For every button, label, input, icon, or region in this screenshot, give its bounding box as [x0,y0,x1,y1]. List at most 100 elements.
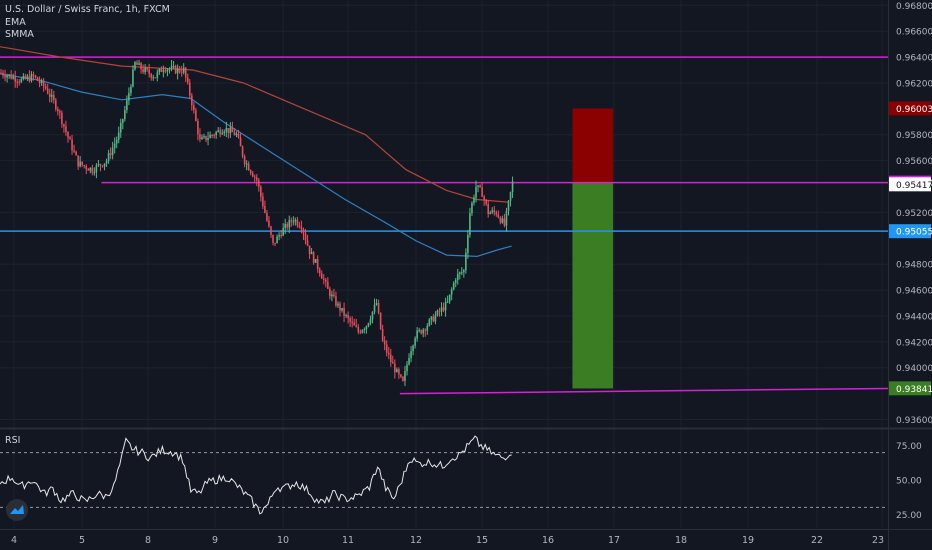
price-tick-label: 0.94000 [896,364,932,374]
candle-body [20,79,23,83]
candle-body [237,133,240,138]
candle-body [456,273,459,280]
price-tick-label: 0.96400 [896,54,932,64]
price-tick-label: 0.93600 [896,416,932,426]
price-label-tag [889,224,931,239]
candle-body [105,161,108,164]
candle-body [280,235,282,237]
candle-body [412,345,414,352]
candle-body [402,376,404,381]
candle-body [507,200,510,211]
position-zones [572,108,614,389]
candle-body [467,234,469,253]
candle-body [325,279,327,282]
candle-body [302,229,305,234]
price-tick-label: 0.95800 [896,131,932,141]
candle-body [320,273,323,279]
rsi-label[interactable]: RSI [5,435,21,446]
candle-body [383,340,386,345]
candle-body [418,330,420,332]
time-tick-label: 11 [342,535,354,546]
candle-body [36,77,39,81]
candle-body [146,67,148,70]
candle-body [260,186,262,197]
candle-body [207,138,209,140]
smma-legend[interactable]: SMMA [5,29,34,40]
time-tick-label: 16 [542,535,554,546]
candle-body [469,213,471,235]
candle-body [495,212,498,215]
candle-body [101,165,104,167]
candle-body [282,228,284,236]
candle-body [71,139,73,151]
candle-body [97,164,100,166]
rsi-panel [0,435,888,515]
candle-body [201,137,203,140]
candle-body [245,163,248,165]
candle-body [50,94,53,97]
candle-body [32,74,35,76]
candle-body [89,167,92,171]
candle-body [461,272,463,274]
candle-body [113,143,116,148]
candle-body [440,307,443,312]
candle-body [341,307,343,311]
candle-body [79,161,81,167]
candle-body [57,109,59,112]
candle-body [182,67,185,73]
candle-body [115,139,118,144]
candle-body [381,329,384,341]
candle-body [288,220,291,228]
candle-body [406,364,408,372]
price-tick-label: 0.96800 [896,2,932,12]
candle-body [61,112,63,125]
candle-body [235,133,238,136]
candle-body [349,318,351,322]
candle-body [438,310,441,312]
candle-body [65,126,67,132]
candle-body [178,68,181,72]
candle-body [327,281,329,289]
candle-body [8,74,10,76]
candle-body [264,206,266,213]
time-tick-label: 10 [277,535,289,546]
tradingview-logo-icon[interactable] [6,499,28,521]
candle-body [487,203,489,215]
candle-body [278,235,280,237]
candle-body [322,278,325,280]
candle-body [473,197,475,203]
candle-body [255,177,258,181]
candle-body [286,223,289,228]
rsi-tick-label: 50.00 [896,477,922,487]
candle-body [292,221,295,223]
candle-body [148,69,150,74]
candle-body [231,127,234,133]
candle-body [59,111,61,113]
candle-body [199,134,201,140]
time-tick-label: 17 [608,535,620,546]
candle-body [188,82,191,96]
candle-body [154,77,157,79]
ema-legend[interactable]: EMA [5,17,26,28]
candle-body [454,279,457,284]
price-axis: 0.96800 0.96600 0.96400 0.96200 0.95800 0.956… [889,2,932,521]
candle-body [373,304,376,312]
candle-body [483,196,485,200]
candle-body [294,219,297,222]
candle-body [144,67,146,73]
time-tick-label: 12 [410,535,422,546]
candle-body [479,185,481,188]
candle-body [394,363,396,373]
support-trendline [399,387,889,395]
candle-body [227,128,230,134]
candle-body [432,316,435,322]
candle-body [77,155,79,167]
candle-body [367,323,370,327]
candle-body [166,69,169,72]
candle-body [420,330,423,334]
candle-body [117,132,120,140]
candle-body [414,338,416,346]
candle-body [168,68,171,70]
candle-body [329,288,331,297]
